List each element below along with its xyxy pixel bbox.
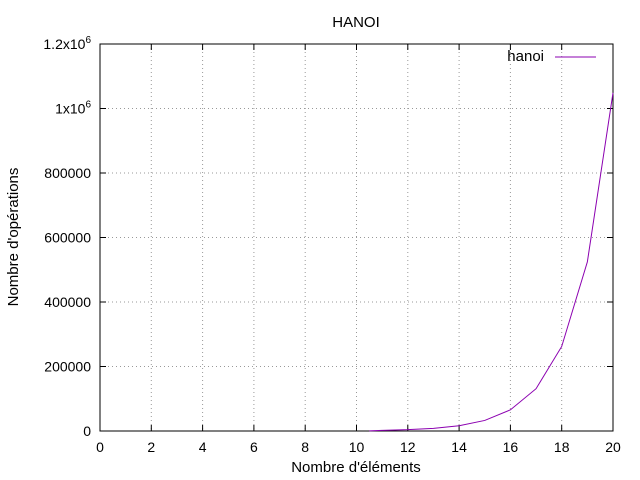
y-tick-label: 0 bbox=[83, 423, 91, 439]
legend: hanoi bbox=[507, 48, 596, 65]
y-tick-label: 1x106 bbox=[55, 100, 91, 117]
y-tick-label: 800000 bbox=[44, 165, 91, 181]
x-axis-title: Nombre d'éléments bbox=[291, 459, 421, 476]
grid bbox=[100, 44, 613, 431]
y-tick-label: 400000 bbox=[44, 294, 91, 310]
legend-label-hanoi: hanoi bbox=[507, 48, 544, 65]
y-tick-label: 600000 bbox=[44, 230, 91, 246]
x-tick-label: 14 bbox=[451, 439, 467, 455]
x-tick-label: 8 bbox=[301, 439, 309, 455]
series-line-hanoi bbox=[369, 92, 614, 432]
plot-frame bbox=[99, 43, 614, 432]
y-axis-ticks: 0 200000 400000 600000 800000 1x106 1.2x106 bbox=[43, 35, 613, 439]
x-tick-label: 16 bbox=[503, 439, 519, 455]
x-tick-label: 18 bbox=[554, 439, 570, 455]
x-tick-label: 12 bbox=[400, 439, 416, 455]
series-group bbox=[369, 92, 614, 432]
x-tick-label: 2 bbox=[147, 439, 155, 455]
x-tick-label: 20 bbox=[605, 439, 621, 455]
x-tick-label: 4 bbox=[199, 439, 207, 455]
x-tick-label: 6 bbox=[250, 439, 258, 455]
x-tick-label: 0 bbox=[96, 439, 104, 455]
y-axis-title: Nombre d'opérations bbox=[5, 168, 22, 307]
y-tick-label: 1.2x106 bbox=[43, 35, 91, 52]
chart-title: HANOI bbox=[332, 14, 380, 31]
y-tick-label: 200000 bbox=[44, 359, 91, 375]
x-tick-label: 10 bbox=[349, 439, 365, 455]
x-axis-ticks: 0 2 4 6 8 10 12 14 16 18 20 bbox=[96, 44, 621, 455]
